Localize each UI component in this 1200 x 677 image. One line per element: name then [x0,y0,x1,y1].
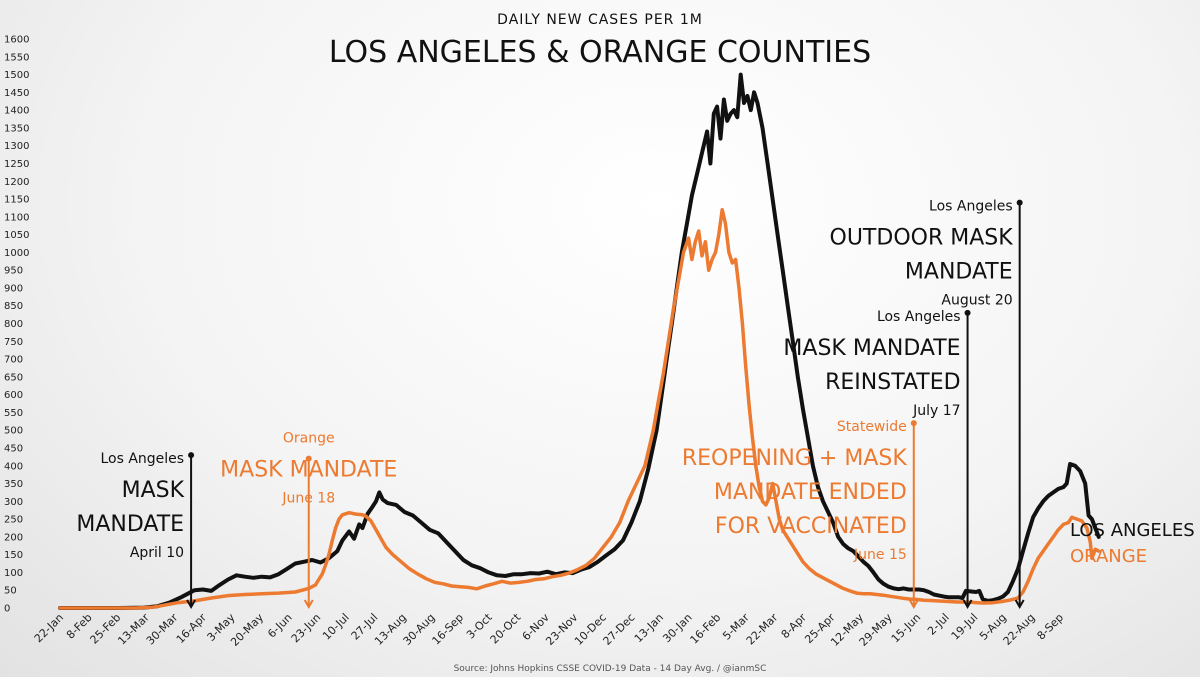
annotation-la-mask-text: Los Angeles [100,451,184,467]
y-tick-label: 1300 [4,141,29,152]
y-tick-label: 500 [4,426,23,437]
y-tick-label: 550 [4,408,23,419]
series-end-labels: LOS ANGELES ORANGE [1070,520,1195,567]
x-tick-label: 20-Oct [488,610,524,646]
y-tick-label: 150 [4,550,23,561]
annotation-arrowhead [303,599,314,610]
y-tick-label: 700 [4,355,23,366]
x-tick-label: 20-May [228,611,266,649]
series-end-label-los-angeles: LOS ANGELES [1070,520,1195,541]
annotation-la-mask-text: April 10 [130,545,184,561]
y-tick-label: 1250 [4,159,29,170]
annotation-statewide-reopening-text: Statewide [837,419,907,435]
x-tick-label: 22-Mar [744,611,781,648]
y-tick-label: 1050 [4,230,29,241]
annotation-orange-mask-text: June 18 [281,491,335,507]
x-tick-label: 30-Aug [401,611,438,648]
y-tick-label: 900 [4,283,23,294]
annotation-la-reinstated-text: July 17 [912,403,960,419]
annotation-la-reinstated-text: REINSTATED [825,370,960,395]
source-note: Source: Johns Hopkins CSSE COVID-19 Data… [454,664,767,674]
annotation-la-reinstated-text: MASK MANDATE [783,336,960,361]
chart-title: LOS ANGELES & ORANGE COUNTIES [329,35,871,70]
annotation-orange-mask-text: MASK MANDATE [220,458,397,483]
series-line-los-angeles [58,72,1101,610]
x-tick-label: 16-Sep [430,611,467,648]
y-tick-label: 50 [4,586,17,597]
y-axis: 0 50 100 150 200 250 300 350 400 450 500 550 600 650 7… [4,35,29,615]
x-axis: 22-Jan8-Feb25-Feb13-Mar30-Mar16-Apr3-May… [32,610,1066,648]
x-tick-label: 16-Apr [174,611,210,647]
y-tick-label: 800 [4,319,23,330]
y-tick-label: 1400 [4,106,29,117]
x-tick-label: 27-Dec [601,611,638,648]
y-tick-label: 1600 [4,35,29,46]
x-tick-label: 22-Aug [1001,611,1038,648]
annotation-orange-mask-text: Orange [283,431,335,447]
y-tick-label: 0 [4,604,10,615]
annotation-statewide-reopening-text: REOPENING + MASK [682,446,908,471]
annotation-la-outdoor-text: OUTDOOR MASK [830,226,1014,251]
chart-subtitle: DAILY NEW CASES PER 1M [497,12,703,28]
x-tick-label: 15-Jun [889,611,924,646]
annotation-la-outdoor-text: Los Angeles [929,199,1013,215]
y-tick-label: 1350 [4,123,29,134]
y-tick-label: 1000 [4,248,29,259]
annotation-marker-dot [1016,199,1023,206]
annotation-arrowhead [186,599,196,610]
x-tick-label: 16-Feb [688,611,724,647]
annotation-statewide-reopening-text: June 15 [853,547,907,563]
series-line-orange [58,207,1101,610]
y-tick-label: 350 [4,479,23,490]
y-tick-label: 300 [4,497,23,508]
annotation-la-outdoor-text: August 20 [941,293,1012,309]
x-tick-label: 19-Jul [949,611,981,643]
y-tick-label: 950 [4,266,23,277]
annotation-statewide-reopening-text: MANDATE ENDED [714,480,907,505]
y-tick-label: 200 [4,532,23,543]
y-tick-label: 1200 [4,177,29,188]
y-tick-label: 1550 [4,52,29,63]
annotation-la-outdoor-text: MANDATE [905,260,1013,285]
annotation-marker-dot [964,309,971,316]
x-tick-label: 23-Jun [289,611,324,646]
y-tick-label: 600 [4,390,23,401]
annotation-la-reinstated-text: Los Angeles [877,309,961,325]
x-tick-label: 8-Sep [1035,611,1067,643]
y-tick-label: 850 [4,301,23,312]
annotation-la-mask-text: MANDATE [76,512,184,537]
x-tick-label: 29-May [857,611,895,649]
annotation-arrowhead [908,599,919,610]
annotation-statewide-reopening-text: FOR VACCINATED [715,514,907,539]
annotation-arrowhead [962,599,973,610]
y-tick-label: 100 [4,568,23,579]
x-tick-label: 10-Jul [320,611,352,643]
annotation-arrowhead [1014,599,1025,610]
x-tick-label: 22-Jan [32,611,66,645]
annotation-marker-dot [188,452,195,459]
annotation-marker-dot [910,420,917,427]
y-tick-label: 250 [4,515,23,526]
series-group [58,72,1101,610]
y-tick-label: 1150 [4,195,29,206]
y-tick-label: 1100 [4,212,29,223]
x-tick-label: 13-Jan [632,611,666,645]
y-tick-label: 650 [4,372,23,383]
y-tick-label: 1500 [4,70,29,81]
y-tick-label: 750 [4,337,23,348]
annotation-la-mask-text: MASK [122,478,185,503]
y-tick-label: 400 [4,461,23,472]
annotation-marker-dot [305,455,312,462]
annotations-group: Los Angeles MASK MANDATE April 10 Orange MASK… [76,199,1025,610]
x-tick-label: 30-Mar [144,611,181,648]
y-tick-label: 450 [4,443,23,454]
y-tick-label: 1450 [4,88,29,99]
series-end-label-orange: ORANGE [1070,546,1147,567]
